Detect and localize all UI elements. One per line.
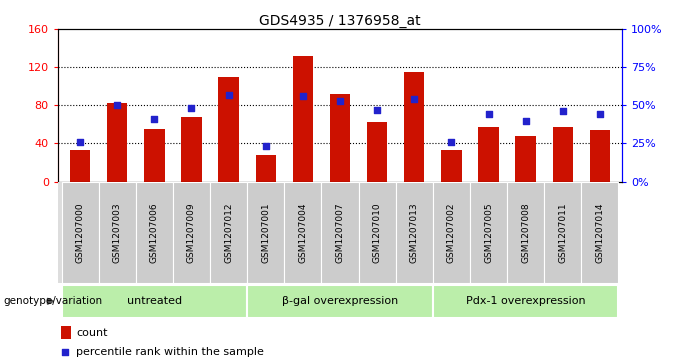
Text: percentile rank within the sample: percentile rank within the sample	[76, 347, 265, 357]
Bar	[284, 182, 322, 283]
Bar	[544, 182, 581, 283]
Text: GSM1207009: GSM1207009	[187, 202, 196, 263]
Bar	[470, 182, 507, 283]
Bar	[396, 182, 433, 283]
Bar	[107, 103, 127, 182]
Point	[260, 143, 271, 149]
Bar	[330, 94, 350, 182]
Bar	[358, 182, 396, 283]
Point	[372, 107, 383, 113]
Text: GSM1207011: GSM1207011	[558, 202, 567, 263]
Bar	[61, 326, 71, 339]
Text: GSM1207005: GSM1207005	[484, 202, 493, 263]
Text: GSM1207003: GSM1207003	[113, 202, 122, 263]
Point	[297, 93, 308, 99]
Point	[594, 111, 605, 117]
Point	[520, 118, 531, 123]
Bar	[441, 150, 462, 182]
Bar	[70, 150, 90, 182]
Point	[59, 349, 70, 355]
Text: untreated: untreated	[126, 295, 182, 306]
Point	[558, 109, 568, 114]
Bar	[136, 182, 173, 283]
Bar	[367, 122, 388, 182]
Point	[149, 116, 160, 122]
Text: β-gal overexpression: β-gal overexpression	[282, 295, 398, 306]
Bar	[322, 182, 358, 283]
Bar	[590, 130, 610, 182]
Bar	[173, 182, 210, 283]
Bar	[61, 285, 247, 318]
Text: GSM1207006: GSM1207006	[150, 202, 159, 263]
Point	[335, 98, 345, 103]
Text: count: count	[76, 327, 108, 338]
Text: Pdx-1 overexpression: Pdx-1 overexpression	[466, 295, 585, 306]
Point	[112, 102, 122, 108]
Text: GSM1207007: GSM1207007	[335, 202, 345, 263]
Bar	[210, 182, 247, 283]
Bar	[218, 77, 239, 182]
Point	[409, 96, 420, 102]
Text: GSM1207010: GSM1207010	[373, 202, 381, 263]
Point	[223, 92, 234, 98]
Text: GSM1207002: GSM1207002	[447, 202, 456, 262]
Text: GSM1207004: GSM1207004	[299, 202, 307, 262]
Text: GSM1207014: GSM1207014	[596, 202, 605, 262]
Point	[186, 105, 197, 111]
Bar	[433, 285, 619, 318]
Point	[483, 111, 494, 117]
Text: GSM1207012: GSM1207012	[224, 202, 233, 262]
Bar	[247, 285, 433, 318]
Bar	[144, 129, 165, 182]
Point	[446, 139, 457, 145]
Bar	[292, 56, 313, 182]
Bar	[581, 182, 619, 283]
Bar	[553, 127, 573, 182]
Bar	[247, 182, 284, 283]
Bar	[182, 117, 202, 182]
Point	[75, 139, 86, 145]
Text: GSM1207001: GSM1207001	[261, 202, 270, 263]
Bar	[515, 136, 536, 182]
Text: GSM1207000: GSM1207000	[75, 202, 84, 263]
Bar	[433, 182, 470, 283]
Bar	[61, 182, 99, 283]
Bar	[256, 155, 276, 182]
Bar	[507, 182, 544, 283]
Text: GSM1207008: GSM1207008	[521, 202, 530, 263]
Text: genotype/variation: genotype/variation	[3, 296, 103, 306]
Bar	[478, 127, 498, 182]
Bar	[404, 72, 424, 182]
Title: GDS4935 / 1376958_at: GDS4935 / 1376958_at	[259, 14, 421, 28]
Bar	[99, 182, 136, 283]
Text: GSM1207013: GSM1207013	[410, 202, 419, 263]
